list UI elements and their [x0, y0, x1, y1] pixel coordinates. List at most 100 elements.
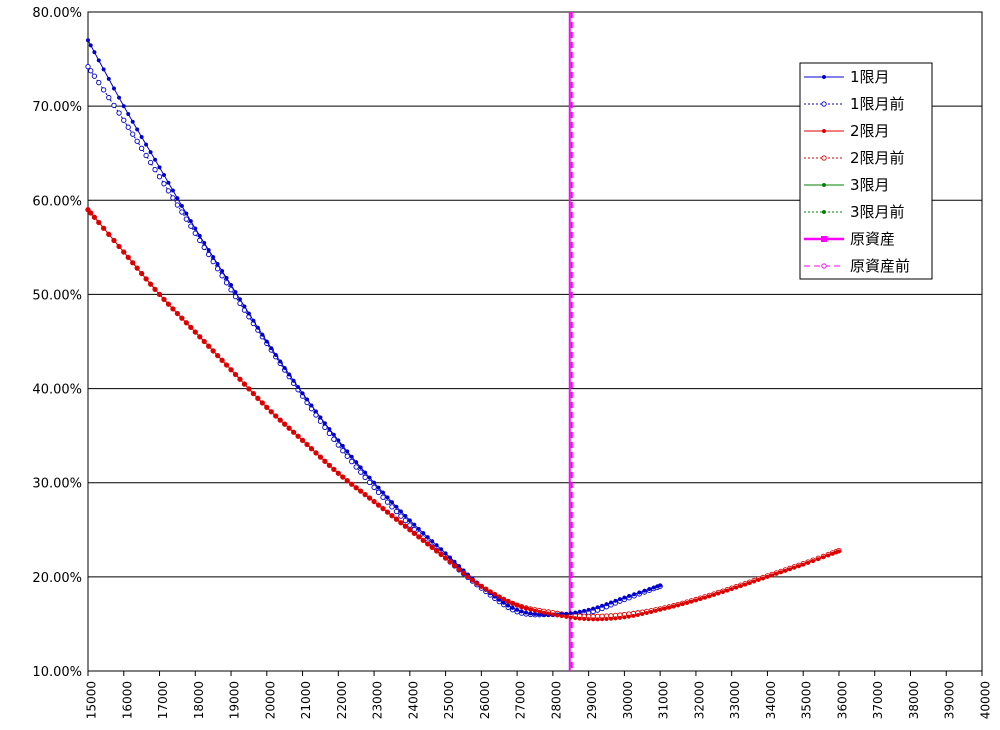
data-point [380, 506, 386, 511]
data-point [282, 422, 287, 427]
data-point [215, 353, 220, 358]
x-tick-label: 24000 [406, 681, 420, 719]
data-point [139, 134, 144, 140]
data-point [206, 251, 212, 258]
x-tick-label: 39000 [943, 681, 957, 719]
data-point [564, 614, 569, 619]
data-point [595, 617, 600, 622]
data-point [309, 446, 314, 451]
data-point [121, 104, 126, 109]
x-tick-label: 16000 [120, 681, 134, 719]
x-tick-label: 33000 [728, 681, 742, 719]
data-point [144, 142, 149, 147]
data-point [398, 509, 403, 514]
data-point [488, 589, 493, 594]
data-point [363, 470, 368, 475]
legend-swatch-marker [821, 263, 827, 269]
data-point [202, 339, 207, 344]
data-point [421, 531, 426, 536]
data-point [278, 418, 283, 423]
data-point [751, 579, 757, 584]
data-point [747, 580, 752, 586]
data-point [116, 110, 122, 116]
data-point [626, 614, 631, 619]
data-point [680, 602, 685, 607]
data-point [358, 469, 364, 475]
data-point [224, 275, 229, 281]
data-point [340, 448, 346, 454]
data-point [375, 489, 382, 496]
data-point [510, 605, 515, 610]
data-point [541, 610, 546, 615]
data-point [792, 565, 797, 570]
data-point [416, 526, 421, 531]
data-point [269, 346, 274, 351]
data-point [344, 453, 350, 459]
data-point [385, 510, 390, 515]
data-point [725, 588, 730, 593]
y-tick-label: 20.00% [32, 571, 82, 586]
data-point [179, 316, 184, 321]
legend-item: 1限月 [804, 68, 890, 86]
legend-label: 2限月前 [850, 149, 905, 167]
data-point [622, 595, 627, 600]
data-point [188, 219, 193, 224]
data-point [232, 293, 239, 300]
data-point [153, 287, 158, 292]
data-point [318, 455, 323, 460]
data-point [644, 610, 649, 616]
data-point [470, 577, 475, 582]
legend-item: 原資産前 [804, 257, 910, 275]
data-point [582, 608, 587, 613]
data-point [318, 415, 323, 420]
x-tick-label: 29000 [585, 681, 599, 719]
data-point [85, 207, 91, 212]
data-point [816, 557, 821, 562]
data-point [193, 330, 198, 335]
data-point [600, 617, 605, 622]
data-point [215, 261, 220, 267]
x-tick-label: 40000 [979, 681, 993, 719]
data-point [430, 545, 435, 550]
data-point [242, 304, 247, 309]
data-point [331, 432, 336, 437]
data-point [251, 391, 256, 396]
data-point [515, 603, 520, 608]
data-point [756, 577, 761, 582]
x-tick-label: 30000 [621, 681, 635, 719]
data-point [153, 157, 158, 162]
data-point [331, 467, 336, 472]
legend-item: 2限月前 [804, 149, 905, 167]
data-point [304, 397, 310, 402]
data-point [720, 589, 725, 595]
legend-label: 3限月前 [850, 203, 905, 221]
data-point [389, 500, 395, 505]
data-point [147, 159, 154, 166]
data-point [385, 495, 390, 500]
data-point [380, 490, 386, 495]
data-point [144, 276, 149, 281]
data-point [210, 259, 216, 265]
x-tick-label: 23000 [371, 681, 385, 719]
data-point [296, 434, 301, 439]
data-point [448, 559, 453, 564]
data-point [591, 606, 596, 611]
data-point [188, 325, 193, 330]
data-point [434, 543, 439, 548]
data-point [743, 582, 748, 587]
data-point [738, 584, 743, 589]
data-point [519, 604, 524, 609]
y-tick-label: 70.00% [32, 100, 82, 115]
data-point [658, 583, 663, 588]
data-point [335, 442, 341, 448]
data-point [193, 226, 198, 231]
data-point [111, 238, 117, 243]
data-point [398, 513, 404, 519]
data-point [402, 517, 409, 524]
data-point [358, 465, 363, 470]
data-point [242, 382, 247, 387]
data-point [474, 581, 479, 586]
data-point [260, 400, 265, 405]
data-point [246, 386, 251, 391]
